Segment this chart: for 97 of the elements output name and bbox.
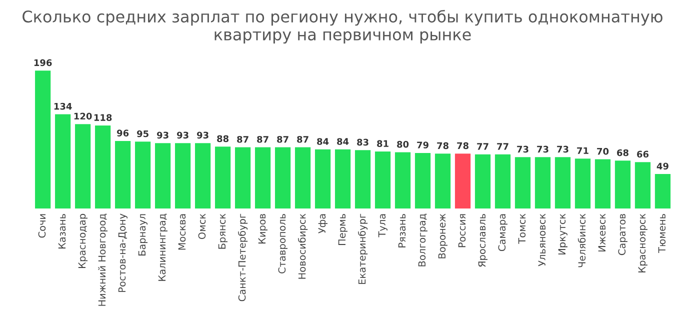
bar	[155, 143, 171, 209]
data-label: 96	[116, 130, 129, 136]
x-tick-label: Рязань	[398, 214, 406, 248]
x-tick-label: Красноярск	[638, 214, 648, 272]
data-label: 95	[136, 130, 148, 138]
bar	[354, 150, 371, 209]
data-label: 71	[577, 147, 588, 154]
x-tick-label: Ижевск	[598, 214, 606, 252]
x-tick-label: Казань	[58, 214, 66, 249]
x-tick-label: Санкт-Петербург	[238, 214, 248, 302]
x-tick-label: Самара	[498, 214, 508, 252]
x-tick-label: Саратов	[618, 214, 628, 256]
data-label: 77	[477, 143, 488, 150]
x-tick-label: Ульяновск	[538, 214, 546, 266]
x-tick-label: Омск	[198, 214, 206, 240]
data-label: 79	[417, 142, 428, 148]
data-label: 88	[217, 135, 229, 142]
data-label: 77	[497, 143, 508, 150]
bar	[454, 154, 471, 209]
data-label: 87	[237, 136, 248, 143]
bar	[115, 140, 131, 209]
bar	[554, 157, 571, 209]
data-label: 80	[397, 140, 409, 148]
data-label: 73	[517, 146, 528, 153]
x-tick-label: Барнаул	[138, 214, 148, 256]
x-tick-label: Россия	[458, 214, 466, 248]
x-tick-label: Челябинск	[578, 214, 586, 268]
data-label: 93	[196, 132, 208, 139]
x-tick-label: Нижний Новгород	[98, 214, 108, 306]
bar	[634, 162, 651, 209]
bar	[55, 114, 71, 209]
x-tick-label: Киров	[258, 214, 268, 244]
data-label: 78	[457, 142, 468, 150]
data-label: 196	[34, 59, 52, 66]
bar	[494, 154, 511, 209]
x-tick-label: Новосибирск	[298, 214, 308, 279]
bar	[294, 147, 311, 209]
data-label: 84	[337, 138, 349, 145]
bar	[135, 142, 151, 209]
x-tick-label: Ярославль	[478, 214, 488, 267]
bar	[534, 157, 551, 209]
data-label: 83	[357, 138, 368, 146]
data-label: 66	[637, 150, 649, 158]
data-label: 87	[297, 136, 308, 143]
data-label: 120	[74, 112, 92, 120]
bar	[474, 154, 491, 209]
x-tick-label: Ростов-на-Дону	[118, 214, 128, 292]
data-label: 73	[557, 146, 568, 153]
x-tick-label: Томск	[518, 214, 526, 244]
data-label: 70	[597, 148, 609, 155]
x-tick-label: Брянск	[218, 214, 228, 249]
data-label: 93	[156, 132, 168, 139]
bar	[514, 157, 531, 209]
data-label: 68	[617, 149, 628, 156]
x-tick-label: Москва	[178, 214, 186, 250]
bar	[414, 152, 431, 209]
x-tick-label: Тюмень	[658, 214, 666, 253]
data-label: 78	[437, 142, 448, 150]
data-label: 118	[94, 114, 112, 121]
bar	[574, 158, 591, 209]
data-label: 49	[656, 162, 668, 170]
bar	[75, 124, 91, 209]
bar	[274, 147, 291, 209]
data-label: 134	[54, 102, 72, 110]
x-tick-label: Волгоград	[418, 214, 428, 266]
bar	[175, 143, 191, 209]
x-tick-label: Екатеринбург	[358, 214, 368, 284]
data-label: 81	[377, 140, 388, 148]
bar	[214, 146, 231, 209]
data-label: 87	[277, 136, 288, 143]
chart-title: Сколько средних зарплат по региону нужно, чтобы купить однокомнатную квартиру на первичном рынке	[22, 10, 662, 44]
bar	[234, 147, 251, 209]
data-label: 73	[537, 146, 548, 153]
bar	[434, 154, 451, 209]
x-tick-label: Калининград	[158, 214, 168, 281]
bar	[394, 152, 411, 209]
bar	[254, 147, 271, 209]
x-tick-label: Ставрополь	[278, 214, 288, 274]
x-tick-label: Уфа	[318, 214, 328, 234]
data-label: 87	[257, 136, 268, 143]
x-tick-label: Краснодар	[78, 214, 88, 268]
bar	[614, 160, 631, 209]
data-label: 93	[176, 132, 188, 139]
bar	[654, 174, 671, 209]
bar	[314, 149, 331, 209]
bar	[195, 143, 211, 209]
x-tick-label: Сочи	[38, 214, 46, 238]
data-label: 84	[317, 138, 329, 145]
x-tick-label: Иркутск	[558, 214, 568, 254]
bar	[374, 152, 391, 209]
x-tick-label: Пермь	[338, 214, 348, 245]
bar	[95, 126, 111, 209]
x-tick-label: Тула	[378, 214, 388, 238]
bar	[35, 70, 51, 209]
bar	[594, 159, 611, 209]
x-tick-label: Воронеж	[438, 214, 448, 258]
bar	[334, 149, 351, 209]
